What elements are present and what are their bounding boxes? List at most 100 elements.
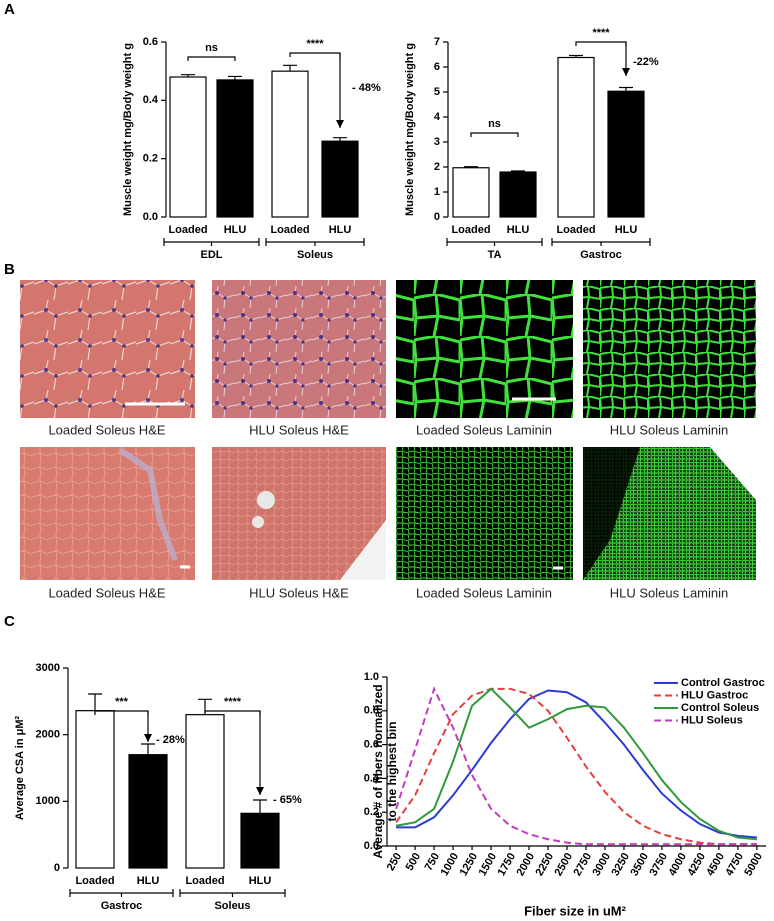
x-tick-label: 3500 xyxy=(628,851,651,878)
x-tick-label: 3000 xyxy=(590,851,613,878)
y-axis-label: Muscle weight mg/Body weight g xyxy=(404,43,416,216)
image-caption: Loaded Soleus Laminin xyxy=(416,585,552,600)
y-tick-label: 0.0 xyxy=(364,840,379,852)
y-tick-label: 0.0 xyxy=(143,211,158,223)
percent-change: -22% xyxy=(633,56,659,68)
x-tick-label: 500 xyxy=(404,851,424,873)
bar xyxy=(271,70,309,218)
group-bracket xyxy=(179,889,286,897)
series-line xyxy=(395,686,757,846)
significance-bracket xyxy=(187,56,236,61)
image-caption: Loaded Soleus Laminin xyxy=(416,422,552,437)
significance-label: **** xyxy=(224,696,242,708)
group-bracket xyxy=(265,238,365,246)
error-bar xyxy=(333,137,347,142)
x-tick-label: 2500 xyxy=(552,851,575,878)
x-tick-label: 4000 xyxy=(666,851,689,878)
x-tick-label: Loaded xyxy=(185,875,224,887)
y-tick-label: 1000 xyxy=(36,795,60,807)
arrow-head xyxy=(256,787,264,795)
bar xyxy=(452,167,490,218)
y-axis-label: Average # of fibers normalized xyxy=(371,684,385,858)
error-bar xyxy=(511,170,525,172)
group-label: Soleus xyxy=(297,249,333,261)
bar xyxy=(557,56,595,218)
significance-label: *** xyxy=(115,696,129,708)
legend-label: Control Soleus xyxy=(681,702,759,714)
error-bar xyxy=(228,75,242,80)
legend-label: HLU Gastroc xyxy=(681,689,748,701)
group-label: EDL xyxy=(201,249,223,261)
x-tick-label: 3750 xyxy=(647,851,670,878)
error-bar xyxy=(569,54,583,58)
error-bar xyxy=(253,799,267,814)
background xyxy=(583,447,640,580)
x-tick-label: 1500 xyxy=(477,851,500,878)
x-tick-label: 5000 xyxy=(742,851,765,878)
group-bracket xyxy=(551,238,651,246)
x-tick-label: HLU xyxy=(137,875,160,887)
significance-label: **** xyxy=(306,38,324,50)
x-tick-label: HLU xyxy=(249,875,272,887)
series-line xyxy=(395,687,757,841)
y-tick-label: 3 xyxy=(434,136,440,148)
y-tick-label: 0.2 xyxy=(364,806,379,818)
image-caption: Loaded Soleus H&E xyxy=(48,422,165,437)
bar xyxy=(185,714,225,869)
y-axis-label: Muscle weight mg/Body weight g xyxy=(122,43,134,216)
tissue-detail xyxy=(257,491,275,509)
y-tick-label: 0.6 xyxy=(364,739,379,751)
micrograph xyxy=(396,447,573,580)
group-label: Soleus xyxy=(214,900,250,912)
error-bar xyxy=(619,86,633,92)
y-tick-label: 5 xyxy=(434,86,440,98)
x-tick-label: 2000 xyxy=(515,851,538,878)
error-bar xyxy=(88,693,102,711)
x-tick-label: 1000 xyxy=(439,851,462,878)
x-tick-label: HLU xyxy=(329,224,352,236)
error-bar xyxy=(141,743,155,755)
group-label: Gastroc xyxy=(101,900,143,912)
x-tick-label: HLU xyxy=(615,224,638,236)
percent-change: - 28% xyxy=(156,734,185,746)
y-tick-label: 0.8 xyxy=(364,705,379,717)
group-label: TA xyxy=(488,249,502,261)
x-tick-label: Loaded xyxy=(75,875,114,887)
micrograph xyxy=(20,447,195,580)
y-tick-label: 0.6 xyxy=(143,36,158,48)
x-tick-label: 4250 xyxy=(685,851,708,878)
x-tick-label: 4500 xyxy=(704,851,727,878)
bar xyxy=(499,171,537,218)
error-bar xyxy=(464,166,478,168)
bar xyxy=(216,79,254,218)
bar xyxy=(128,754,168,869)
image-caption: HLU Soleus Laminin xyxy=(610,422,729,437)
x-tick-label: HLU xyxy=(507,224,530,236)
y-tick-label: 6 xyxy=(434,61,440,73)
error-bar xyxy=(181,74,195,77)
series-line xyxy=(396,689,757,839)
y-tick-label: 1 xyxy=(434,186,440,198)
legend-label: HLU Soleus xyxy=(681,714,743,726)
x-tick-label: 2750 xyxy=(571,851,594,878)
significance-bracket xyxy=(289,52,341,57)
group-bracket xyxy=(163,238,260,246)
x-tick-label: 2250 xyxy=(533,851,556,878)
y-tick-label: 0.4 xyxy=(364,772,380,784)
y-tick-label: 1.0 xyxy=(364,671,379,683)
background xyxy=(710,447,756,500)
x-tick-label: 250 xyxy=(385,851,405,873)
x-tick-label: 4750 xyxy=(723,851,746,878)
tissue-detail xyxy=(118,447,178,562)
micrographs xyxy=(20,280,756,580)
x-tick-label: Loaded xyxy=(451,224,490,236)
y-tick-label: 7 xyxy=(434,36,440,48)
significance-label: **** xyxy=(592,27,610,39)
panel-label: B xyxy=(4,261,15,278)
panel-label: A xyxy=(4,1,15,18)
y-tick-label: 4 xyxy=(434,111,441,123)
y-tick-label: 0 xyxy=(54,862,60,874)
y-tick-label: 3000 xyxy=(36,662,60,674)
bar xyxy=(169,76,207,218)
